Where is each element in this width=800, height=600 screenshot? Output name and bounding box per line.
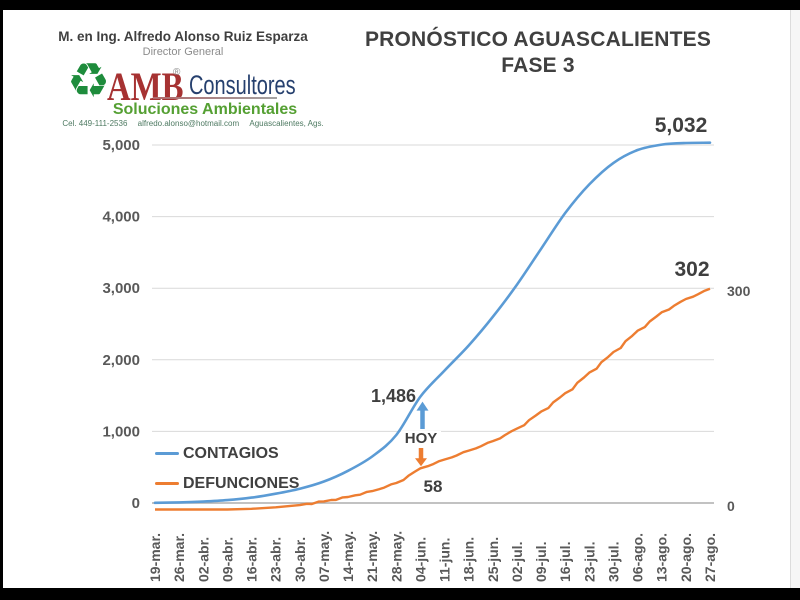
y-axis-tick-right: 0 <box>727 498 735 514</box>
author-name: M. en Ing. Alfredo Alonso Ruiz Esparza <box>58 29 308 44</box>
x-axis-tick: 25-jun. <box>485 537 501 582</box>
x-axis-tick: 06-ago. <box>630 533 646 582</box>
x-axis-tick: 23-abr. <box>268 537 284 582</box>
annotation-contagios-final: 5,032 <box>654 114 708 137</box>
x-axis-tick: 26-mar. <box>171 533 187 582</box>
x-axis-tick: 20-ago. <box>678 533 694 582</box>
brand-amb: AMB <box>107 64 184 109</box>
x-axis-tick: 16-abr. <box>244 537 260 582</box>
x-axis-tick: 28-may. <box>388 531 404 582</box>
letterbox-top <box>0 0 800 10</box>
x-axis-tick: 21-may. <box>364 531 380 582</box>
x-axis-tick: 14-may. <box>340 531 356 582</box>
x-axis-tick: 02-abr. <box>195 537 211 582</box>
legend-marker-defunciones <box>155 482 179 486</box>
x-axis-tick: 07-may. <box>316 531 332 582</box>
brand-underline <box>153 97 277 99</box>
annotation-defunciones-final: 302 <box>674 258 710 281</box>
contact-location: Aguascalientes, Ags. <box>249 119 324 128</box>
annotation-contagios-today: 1,486 <box>370 386 416 406</box>
y-axis-tick-left: 0 <box>132 495 140 512</box>
legend-label-contagios: CONTAGIOS <box>183 445 279 462</box>
x-axis-tick: 30-jul. <box>606 542 622 582</box>
legend-marker-contagios <box>155 452 179 456</box>
x-axis-tick: 19-mar. <box>147 533 163 582</box>
slide-right-strip <box>791 10 800 588</box>
x-axis-tick: 04-jun. <box>412 537 428 582</box>
defunciones-line <box>155 287 711 511</box>
letterbox-bottom <box>0 588 800 600</box>
legend-label-defunciones: DEFUNCIONES <box>183 475 300 492</box>
x-axis-tick: 30-abr. <box>292 537 308 582</box>
x-axis-tick: 09-abr. <box>219 537 235 582</box>
annotation-defunciones-today: 58 <box>423 477 443 496</box>
x-axis-tick: 27-ago. <box>702 533 718 582</box>
contact-phone: Cel. 449-111-2536 <box>62 119 128 128</box>
contagios-line <box>153 141 712 505</box>
chart-title-line1: PRONÓSTICO AGUASCALIENTES <box>364 28 712 51</box>
x-axis-tick: 02-jul. <box>509 542 525 582</box>
letterbox-left <box>0 0 3 600</box>
y-axis-tick-left: 5,000 <box>102 137 140 154</box>
author-role: Director General <box>142 46 224 58</box>
chart-title-line2: FASE 3 <box>501 54 575 77</box>
brand-consultores: Consultores <box>189 70 296 100</box>
brand-tagline: Soluciones Ambientales <box>112 101 298 118</box>
x-axis-tick: 18-jun. <box>461 537 477 582</box>
chart-title: PRONÓSTICO AGUASCALIENTES FASE 3 <box>343 27 733 79</box>
y-axis-tick-right: 300 <box>727 283 751 299</box>
x-axis-tick: 16-jul. <box>557 542 573 582</box>
y-axis-tick-left: 3,000 <box>102 280 140 297</box>
slide-right-edge <box>790 10 791 588</box>
contact-line: Cel. 449-111-2536 alfredo.alonso@hotmail… <box>58 119 328 128</box>
y-axis-tick-left: 1,000 <box>102 423 140 440</box>
hoy-up-arrow-head <box>416 401 429 411</box>
x-axis-tick: 09-jul. <box>533 542 549 582</box>
x-axis-tick: 11-jun. <box>437 538 453 582</box>
slide-background: M. en Ing. Alfredo Alonso Ruiz Esparza D… <box>3 10 800 588</box>
registered-mark: ® <box>173 67 181 78</box>
y-axis-tick-left: 4,000 <box>102 209 140 226</box>
annotation-today: HOY <box>401 431 441 447</box>
y-axis-tick-left: 2,000 <box>102 352 140 369</box>
recycle-icon: ♻ <box>67 55 111 108</box>
contact-email: alfredo.alonso@hotmail.com <box>137 119 240 128</box>
hoy-down-arrow-head <box>415 458 427 467</box>
x-axis-tick: 23-jul. <box>581 542 597 582</box>
x-axis-tick: 13-ago. <box>654 533 670 582</box>
